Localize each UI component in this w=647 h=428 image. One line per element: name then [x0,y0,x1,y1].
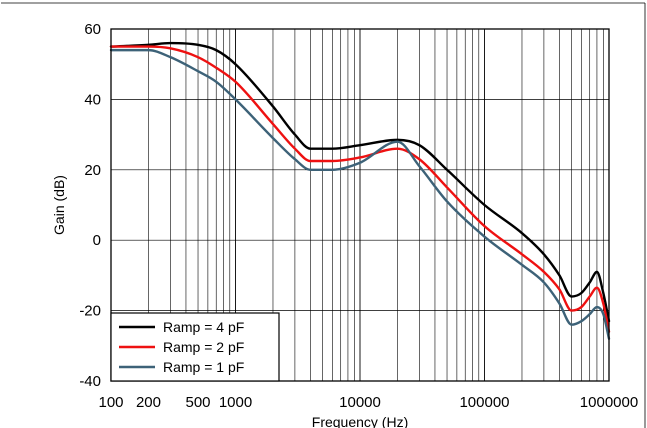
y-tick-label: 20 [84,162,101,179]
series-line-ramp-4-pf [109,41,611,323]
grid-lines [111,29,609,381]
x-axis-label: Frequency (Hz) [312,414,408,428]
y-tick-label: -20 [79,303,101,320]
x-tick-label: 200 [136,394,161,411]
series-lines [109,41,611,340]
legend-label-ramp-4-pf: Ramp = 4 pF [163,319,244,335]
x-tick-label: 100000 [459,394,509,411]
legend: Ramp = 4 pF Ramp = 2 pF Ramp = 1 pF [110,312,280,382]
plot-area-frame [110,28,610,382]
x-tick-label: 100 [98,394,123,411]
x-tick-label: 500 [186,394,211,411]
y-tick-label: 40 [84,91,101,108]
x-tick-label: 1000 [219,394,252,411]
x-tick-label: 1000000 [580,394,638,411]
legend-label-ramp-1-pf: Ramp = 1 pF [163,359,244,375]
legend-label-ramp-2-pf: Ramp = 2 pF [163,339,244,355]
y-axis-label: Gain (dB) [51,175,67,235]
y-tick-label: -40 [79,373,101,390]
series-line-ramp-1-pf [109,48,611,340]
y-tick-label: 60 [84,21,101,38]
y-tick-label: 0 [93,232,101,249]
x-tick-label: 10000 [339,394,381,411]
tick-labels: -40 -20 0 20 40 60 100 200 500 1000 10000 100000 100… [79,21,638,411]
